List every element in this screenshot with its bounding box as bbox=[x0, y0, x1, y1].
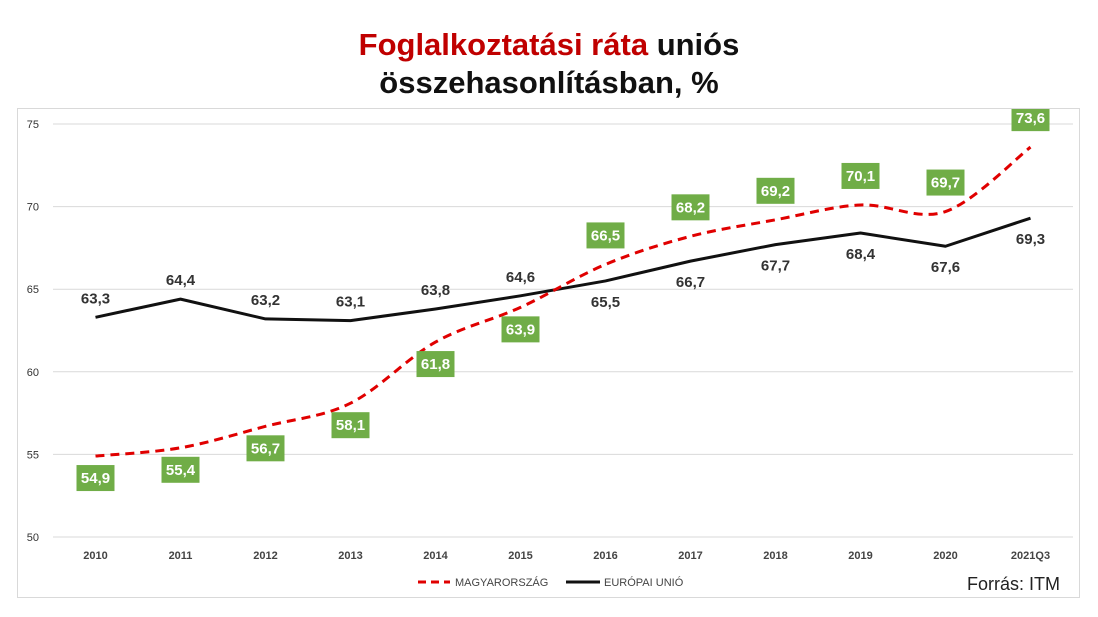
title-line-1: Foglalkoztatási ráta uniós bbox=[0, 26, 1098, 64]
series-line-hungary bbox=[95, 145, 1032, 458]
data-label-box-hungary bbox=[1011, 109, 1050, 132]
data-label-eu: 67,7 bbox=[761, 258, 790, 275]
y-tick-label: 65 bbox=[27, 284, 39, 296]
x-tick-label: 2013 bbox=[338, 550, 362, 562]
y-tick-label: 75 bbox=[27, 119, 39, 131]
data-label-hungary: 70,1 bbox=[846, 168, 875, 185]
data-label-eu: 68,4 bbox=[846, 246, 876, 263]
data-label-box-hungary bbox=[161, 456, 200, 483]
title-rest: uniós bbox=[656, 27, 740, 62]
data-label-eu: 69,3 bbox=[1016, 231, 1045, 248]
data-label-eu: 65,5 bbox=[591, 294, 620, 311]
x-tick-label: 2011 bbox=[169, 550, 193, 562]
data-label-box-hungary bbox=[586, 222, 625, 249]
data-label-eu: 63,3 bbox=[81, 290, 110, 307]
data-label-hungary: 63,9 bbox=[506, 321, 535, 338]
data-label-box-hungary bbox=[501, 316, 540, 343]
data-label-box-hungary bbox=[246, 435, 285, 462]
data-label-box-hungary bbox=[841, 162, 880, 189]
data-label-eu: 63,8 bbox=[421, 282, 450, 299]
data-label-box-hungary bbox=[671, 194, 710, 221]
data-label-eu: 64,6 bbox=[506, 269, 535, 286]
data-label-hungary: 73,6 bbox=[1016, 110, 1045, 127]
data-label-hungary: 69,7 bbox=[931, 175, 960, 192]
x-tick-label: 2015 bbox=[508, 550, 532, 562]
x-tick-label: 2014 bbox=[423, 550, 448, 562]
x-tick-label: 2021Q3 bbox=[1011, 550, 1050, 562]
data-label-box-hungary bbox=[756, 177, 795, 204]
title-highlight: Foglalkoztatási ráta bbox=[358, 27, 649, 62]
data-label-eu: 66,7 bbox=[676, 274, 705, 291]
x-tick-label: 2020 bbox=[933, 550, 957, 562]
legend-label-eu: EURÓPAI UNIÓ bbox=[604, 576, 684, 589]
title-line-2: összehasonlításban, % bbox=[379, 65, 719, 100]
chart-title: Foglalkoztatási ráta uniós összehasonlít… bbox=[0, 26, 1098, 102]
y-tick-label: 70 bbox=[27, 202, 39, 214]
legend-label-hungary: MAGYARORSZÁG bbox=[455, 576, 548, 589]
data-label-box-hungary bbox=[416, 351, 455, 378]
data-label-hungary: 54,9 bbox=[81, 470, 110, 487]
data-label-hungary: 69,2 bbox=[761, 183, 790, 200]
data-label-hungary: 56,7 bbox=[251, 440, 280, 457]
x-tick-label: 2019 bbox=[848, 550, 872, 562]
data-label-hungary: 58,1 bbox=[336, 417, 365, 434]
data-label-hungary: 66,5 bbox=[591, 227, 620, 244]
data-label-eu: 63,2 bbox=[251, 292, 280, 309]
data-label-eu: 67,6 bbox=[931, 259, 960, 276]
data-label-box-hungary bbox=[76, 465, 115, 492]
x-tick-label: 2010 bbox=[83, 550, 107, 562]
data-label-hungary: 68,2 bbox=[676, 199, 705, 216]
data-label-hungary: 55,4 bbox=[166, 462, 196, 479]
x-tick-label: 2017 bbox=[678, 550, 702, 562]
y-tick-label: 50 bbox=[27, 532, 39, 544]
chart-frame: 50 55 60 65 70 75 2010 2011 2012 2013 2014 2015 2016… bbox=[17, 108, 1080, 598]
data-label-box-hungary bbox=[331, 412, 370, 439]
x-tick-label: 2012 bbox=[253, 550, 277, 562]
x-tick-label: 2016 bbox=[593, 550, 617, 562]
source-note: Forrás: ITM bbox=[967, 574, 1060, 594]
x-tick-label: 2018 bbox=[763, 550, 787, 562]
y-tick-label: 60 bbox=[27, 367, 39, 379]
data-label-hungary: 61,8 bbox=[421, 356, 450, 373]
y-tick-label: 55 bbox=[27, 449, 39, 461]
data-label-eu: 64,4 bbox=[166, 272, 196, 289]
data-label-box-hungary bbox=[926, 169, 965, 196]
series-line-eu bbox=[95, 216, 1031, 323]
line-chart: 50 55 60 65 70 75 2010 2011 2012 2013 2014 2015 2016… bbox=[27, 109, 1073, 589]
data-label-eu: 63,1 bbox=[336, 294, 365, 311]
